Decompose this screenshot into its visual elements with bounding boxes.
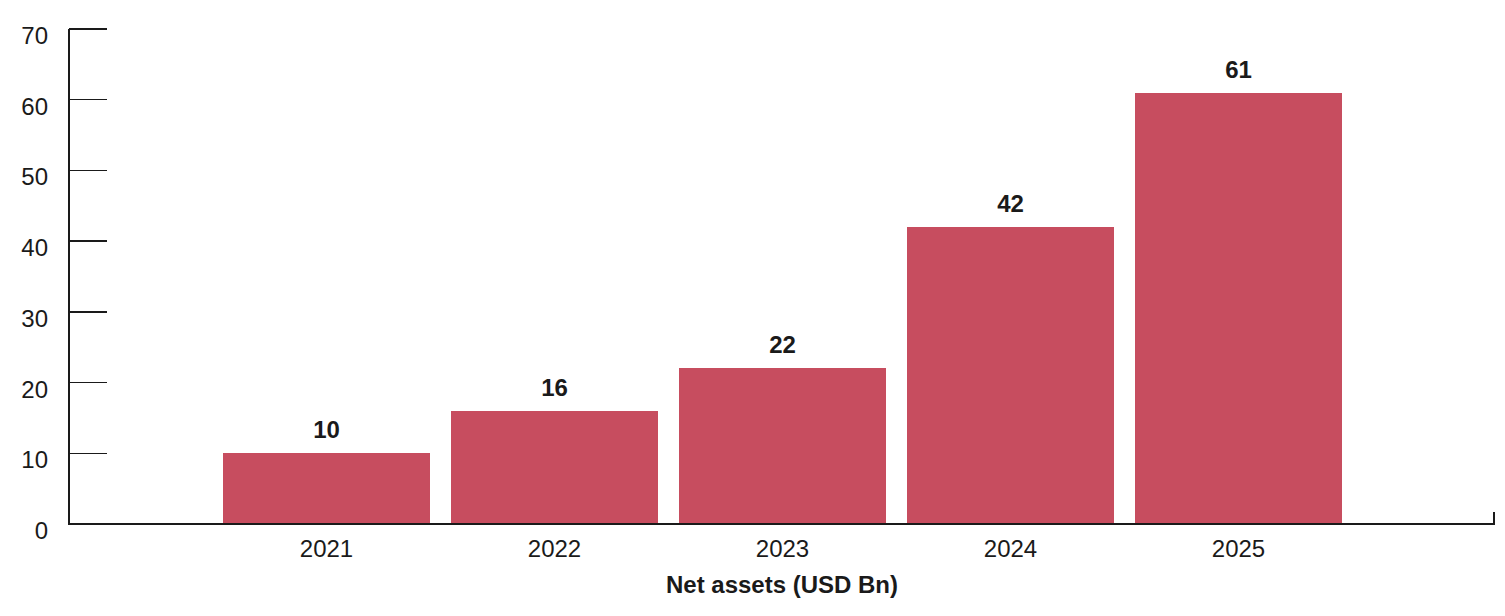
y-tick-line: [69, 170, 107, 172]
y-tick-label: 30: [0, 307, 48, 331]
bar-value-label: 10: [223, 418, 430, 442]
x-axis-end-tick: [1493, 512, 1495, 524]
x-tick-label: 2021: [223, 537, 430, 561]
y-tick-label: 0: [0, 519, 48, 543]
bar-chart: 0 10 20 30 40 50 60 70 10 16 22 42 61 2021 2022 2023 2…: [0, 0, 1505, 616]
x-tick-label: 2025: [1135, 537, 1342, 561]
bar: [1135, 93, 1342, 523]
y-tick-line: [69, 453, 107, 455]
x-axis-line: [68, 523, 1495, 525]
bar-value-label: 42: [907, 192, 1114, 216]
y-tick-label: 50: [0, 165, 48, 189]
y-tick-line: [69, 240, 107, 242]
bar-value-label: 16: [451, 376, 658, 400]
y-tick-line: [69, 28, 107, 30]
y-tick-line: [69, 99, 107, 101]
y-tick-label: 20: [0, 378, 48, 402]
y-tick-label: 60: [0, 95, 48, 119]
y-axis-line: [68, 29, 70, 524]
bar: [223, 453, 430, 523]
y-tick-label: 40: [0, 236, 48, 260]
bar: [679, 368, 886, 523]
x-tick-label: 2022: [451, 537, 658, 561]
bar: [451, 411, 658, 523]
y-tick-label: 10: [0, 448, 48, 472]
bar-value-label: 61: [1135, 58, 1342, 82]
y-tick-line: [69, 382, 107, 384]
x-tick-label: 2024: [907, 537, 1114, 561]
x-tick-label: 2023: [679, 537, 886, 561]
y-tick-line: [69, 311, 107, 313]
y-tick-label: 70: [0, 24, 48, 48]
bar: [907, 227, 1114, 523]
bar-value-label: 22: [679, 333, 886, 357]
x-axis-title: Net assets (USD Bn): [69, 573, 1495, 597]
